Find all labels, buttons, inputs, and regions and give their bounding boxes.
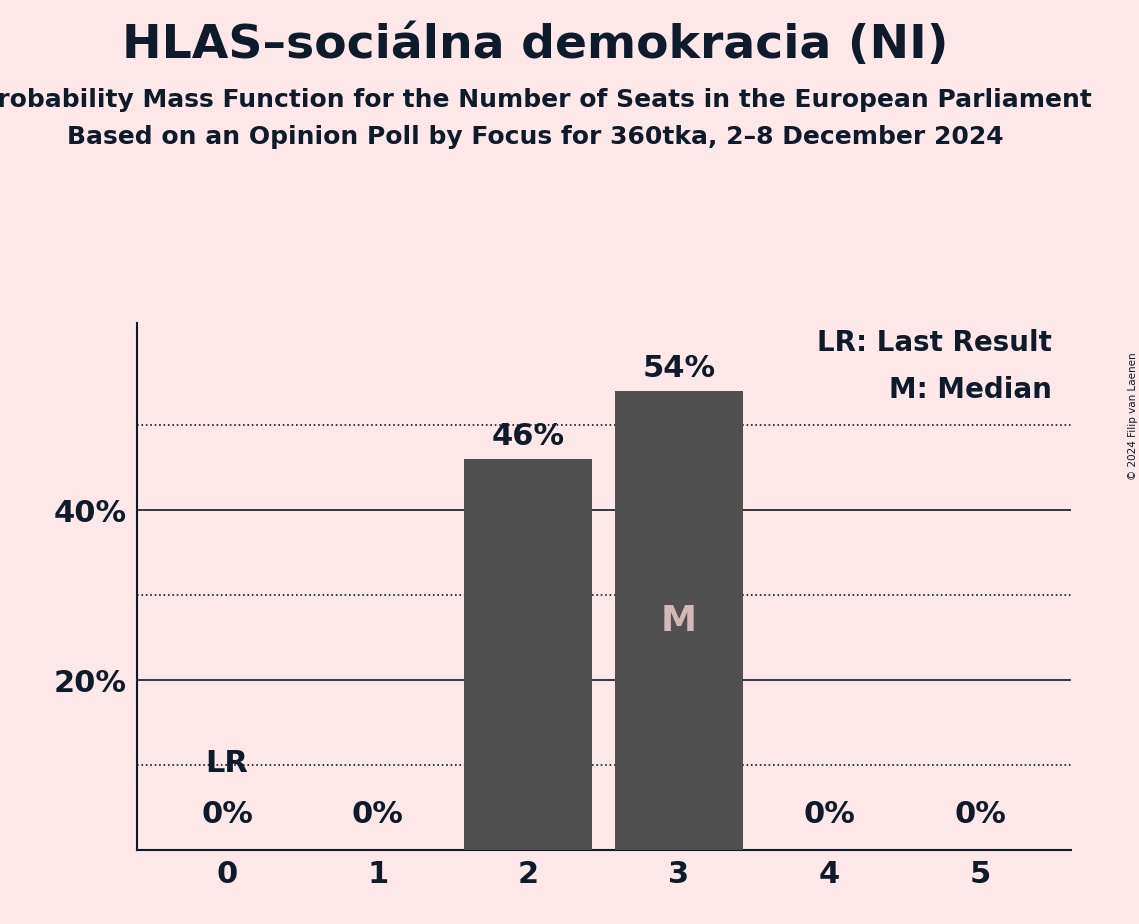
Text: HLAS–sociálna demokracia (NI): HLAS–sociálna demokracia (NI) [122,23,949,68]
Text: Probability Mass Function for the Number of Seats in the European Parliament: Probability Mass Function for the Number… [0,88,1092,112]
Text: 0%: 0% [954,800,1006,829]
Text: 46%: 46% [492,422,565,451]
Text: LR: LR [206,748,248,778]
Bar [465,459,592,850]
Text: M: M [661,603,697,638]
Text: M: Median: M: Median [890,376,1052,404]
Text: © 2024 Filip van Laenen: © 2024 Filip van Laenen [1129,352,1138,480]
Text: 0%: 0% [202,800,253,829]
Text: LR: Last Result: LR: Last Result [817,329,1052,357]
Text: 54%: 54% [642,354,715,383]
Text: 0%: 0% [352,800,403,829]
Bar [615,392,743,850]
Text: 0%: 0% [804,800,855,829]
Text: Based on an Opinion Poll by Focus for 360tka, 2–8 December 2024: Based on an Opinion Poll by Focus for 36… [67,125,1003,149]
